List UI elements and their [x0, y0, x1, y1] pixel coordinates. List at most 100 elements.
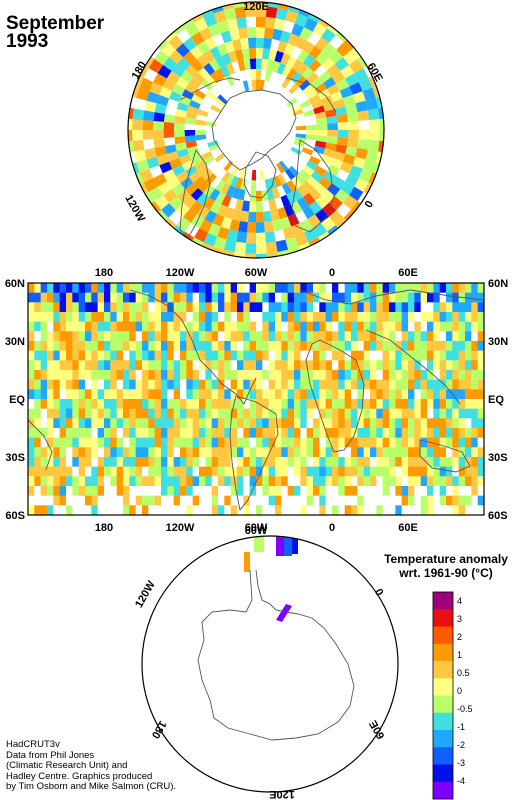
anomaly-cell	[128, 106, 134, 120]
anomaly-cell	[66, 341, 73, 352]
anomaly-cell	[408, 302, 415, 313]
anomaly-cell	[218, 476, 225, 487]
anomaly-cell	[465, 292, 472, 303]
anomaly-cell	[195, 119, 207, 126]
anomaly-cell	[370, 331, 377, 342]
anomaly-cell	[116, 283, 124, 294]
anomaly-cell	[209, 201, 222, 214]
anomaly-cell	[351, 428, 358, 439]
anomaly-cell	[148, 418, 156, 429]
anomaly-cell	[259, 169, 265, 181]
equirect-left-lat-labels: 60N 30N EQ 30S 60S	[5, 278, 26, 522]
anomaly-cell	[97, 302, 105, 313]
anomaly-cell	[129, 486, 137, 497]
anomaly-cell	[142, 476, 149, 487]
anomaly-cell	[185, 182, 198, 196]
anomaly-cell	[281, 495, 289, 506]
anomaly-cell	[243, 58, 251, 70]
anomaly-cell	[344, 321, 352, 332]
anomaly-cell	[395, 505, 403, 515]
anomaly-cell	[218, 457, 225, 468]
anomaly-cell	[319, 447, 327, 458]
anomaly-cell	[91, 292, 99, 303]
anomaly-cell	[338, 428, 346, 439]
anomaly-cell	[370, 283, 377, 294]
anomaly-cell	[237, 495, 244, 506]
anomaly-cell	[173, 292, 181, 303]
anomaly-cell	[142, 486, 149, 497]
anomaly-cell	[268, 302, 276, 313]
equirect-bottom-label-180: 180	[95, 522, 113, 534]
anomaly-cell	[34, 505, 42, 515]
anomaly-cell	[281, 312, 289, 323]
anomaly-cell	[452, 408, 460, 419]
anomaly-cell	[338, 486, 346, 497]
anomaly-cell	[72, 302, 80, 313]
anomaly-cell	[452, 292, 460, 303]
anomaly-cell	[268, 283, 276, 294]
anomaly-cell	[135, 312, 143, 323]
anomaly-cell	[291, 59, 303, 72]
anomaly-cell	[154, 389, 162, 400]
anomaly-cell	[230, 389, 238, 400]
anomaly-cell	[275, 408, 282, 419]
anomaly-cell	[265, 16, 276, 29]
anomaly-cell	[427, 457, 434, 468]
anomaly-cell	[59, 457, 67, 468]
anomaly-cell	[218, 408, 225, 419]
anomaly-cell	[232, 209, 242, 222]
anomaly-cell	[262, 360, 270, 371]
anomaly-cell	[72, 312, 80, 323]
anomaly-cell	[287, 408, 295, 419]
anomaly-cell	[85, 418, 92, 429]
anomaly-cell	[351, 476, 358, 487]
anomaly-cell	[280, 52, 291, 66]
anomaly-cell	[211, 447, 219, 458]
anomaly-cell	[290, 46, 303, 59]
anomaly-cell	[282, 226, 295, 240]
anomaly-cell	[216, 43, 228, 56]
anomaly-cell	[234, 6, 247, 19]
anomaly-cell	[154, 379, 162, 390]
anomaly-cell	[249, 486, 257, 497]
anomaly-cell	[351, 408, 358, 419]
anomaly-cell	[249, 495, 257, 506]
anomaly-cell	[427, 292, 434, 303]
anomaly-cell	[104, 292, 111, 303]
anomaly-cell	[401, 428, 409, 439]
anomaly-cell	[452, 370, 460, 381]
anomaly-cell	[78, 457, 86, 468]
anomaly-cell	[326, 115, 338, 124]
anomaly-cell	[452, 341, 460, 352]
anomaly-cell	[135, 476, 143, 487]
anomaly-cell	[408, 331, 415, 342]
anomaly-cell	[389, 321, 396, 332]
anomaly-cell	[427, 321, 434, 332]
anomaly-cell	[116, 321, 124, 332]
anomaly-cell	[300, 341, 308, 352]
anomaly-cell	[148, 408, 156, 419]
anomaly-cell	[53, 389, 61, 400]
south-label-120e: 120E	[269, 788, 295, 800]
anomaly-cell	[370, 379, 377, 390]
anomaly-cell	[325, 437, 333, 448]
anomaly-cell	[300, 428, 308, 439]
anomaly-cell	[308, 155, 321, 166]
anomaly-cell	[237, 292, 244, 303]
anomaly-cell	[199, 447, 206, 458]
south-map-frame	[141, 535, 399, 793]
anomaly-cell	[237, 486, 244, 497]
anomaly-cell	[295, 36, 308, 50]
anomaly-cell	[192, 350, 200, 361]
anomaly-cell	[167, 292, 175, 303]
anomaly-cell	[294, 283, 301, 294]
anomaly-cell	[367, 108, 380, 121]
equirect-bottom-label-0: 0	[329, 522, 335, 534]
anomaly-cell	[34, 360, 42, 371]
anomaly-cell	[224, 379, 232, 390]
anomaly-cell	[116, 476, 124, 487]
anomaly-cell	[351, 292, 358, 303]
anomaly-cell	[196, 40, 210, 55]
anomaly-cell	[148, 486, 156, 497]
anomaly-cell	[338, 341, 346, 352]
